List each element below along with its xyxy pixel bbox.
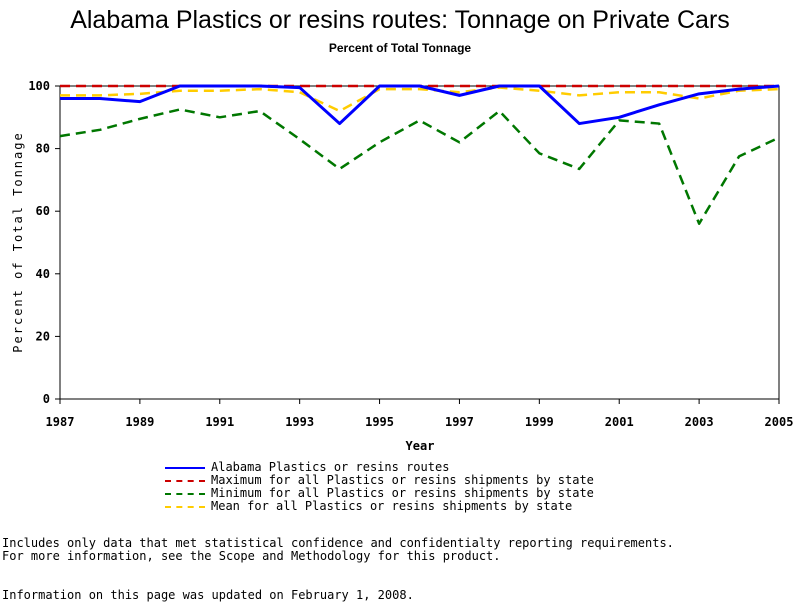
x-axis-label: Year	[406, 439, 435, 453]
chart-title: Alabama Plastics or resins routes: Tonna…	[70, 6, 730, 34]
footnote-confidence: Includes only data that met statistical …	[2, 536, 674, 550]
x-tick-label: 2005	[765, 415, 794, 429]
x-tick-label: 1989	[125, 415, 154, 429]
x-tick-label: 2001	[605, 415, 634, 429]
legend-swatch-maximum	[165, 480, 205, 482]
legend-label-minimum: Minimum for all Plastics or resins shipm…	[211, 486, 594, 500]
x-tick-label: 1987	[46, 415, 75, 429]
y-tick-label: 0	[43, 392, 50, 406]
legend-swatch-alabama	[165, 467, 205, 469]
footnote-updated: Information on this page was updated on …	[2, 588, 414, 602]
y-tick-label: 60	[36, 204, 50, 218]
y-axis-label: Percent of Total Tonnage	[11, 131, 25, 352]
legend-label-mean: Mean for all Plastics or resins shipment…	[211, 499, 573, 513]
legend-label-maximum: Maximum for all Plastics or resins shipm…	[211, 473, 594, 487]
series-line-minimum	[59, 108, 780, 225]
legend-swatch-mean	[165, 506, 205, 508]
y-tick-label: 40	[36, 267, 50, 281]
legend-label-alabama: Alabama Plastics or resins routes	[211, 460, 450, 474]
series-line-mean	[60, 86, 780, 113]
y-tick-label: 80	[36, 142, 50, 156]
x-tick-label: 2003	[685, 415, 714, 429]
line-chart: 1987 1989 1991 1993 1995 1997 1999 2001 2003 2005…	[11, 79, 794, 453]
footnote-methodology: For more information, see the Scope and …	[2, 549, 501, 563]
x-tick-label: 1995	[365, 415, 394, 429]
x-tick-label: 1999	[525, 415, 554, 429]
legend-swatch-minimum	[165, 493, 205, 495]
plot-area-frame	[59, 85, 780, 400]
y-tick-label: 20	[36, 329, 50, 343]
chart-subtitle: Percent of Total Tonnage	[328, 41, 472, 55]
series-line-alabama	[60, 84, 780, 126]
x-tick-label: 1997	[445, 415, 474, 429]
x-tick-label: 1993	[285, 415, 314, 429]
x-tick-label: 1991	[205, 415, 234, 429]
y-tick-label: 100	[28, 79, 50, 93]
